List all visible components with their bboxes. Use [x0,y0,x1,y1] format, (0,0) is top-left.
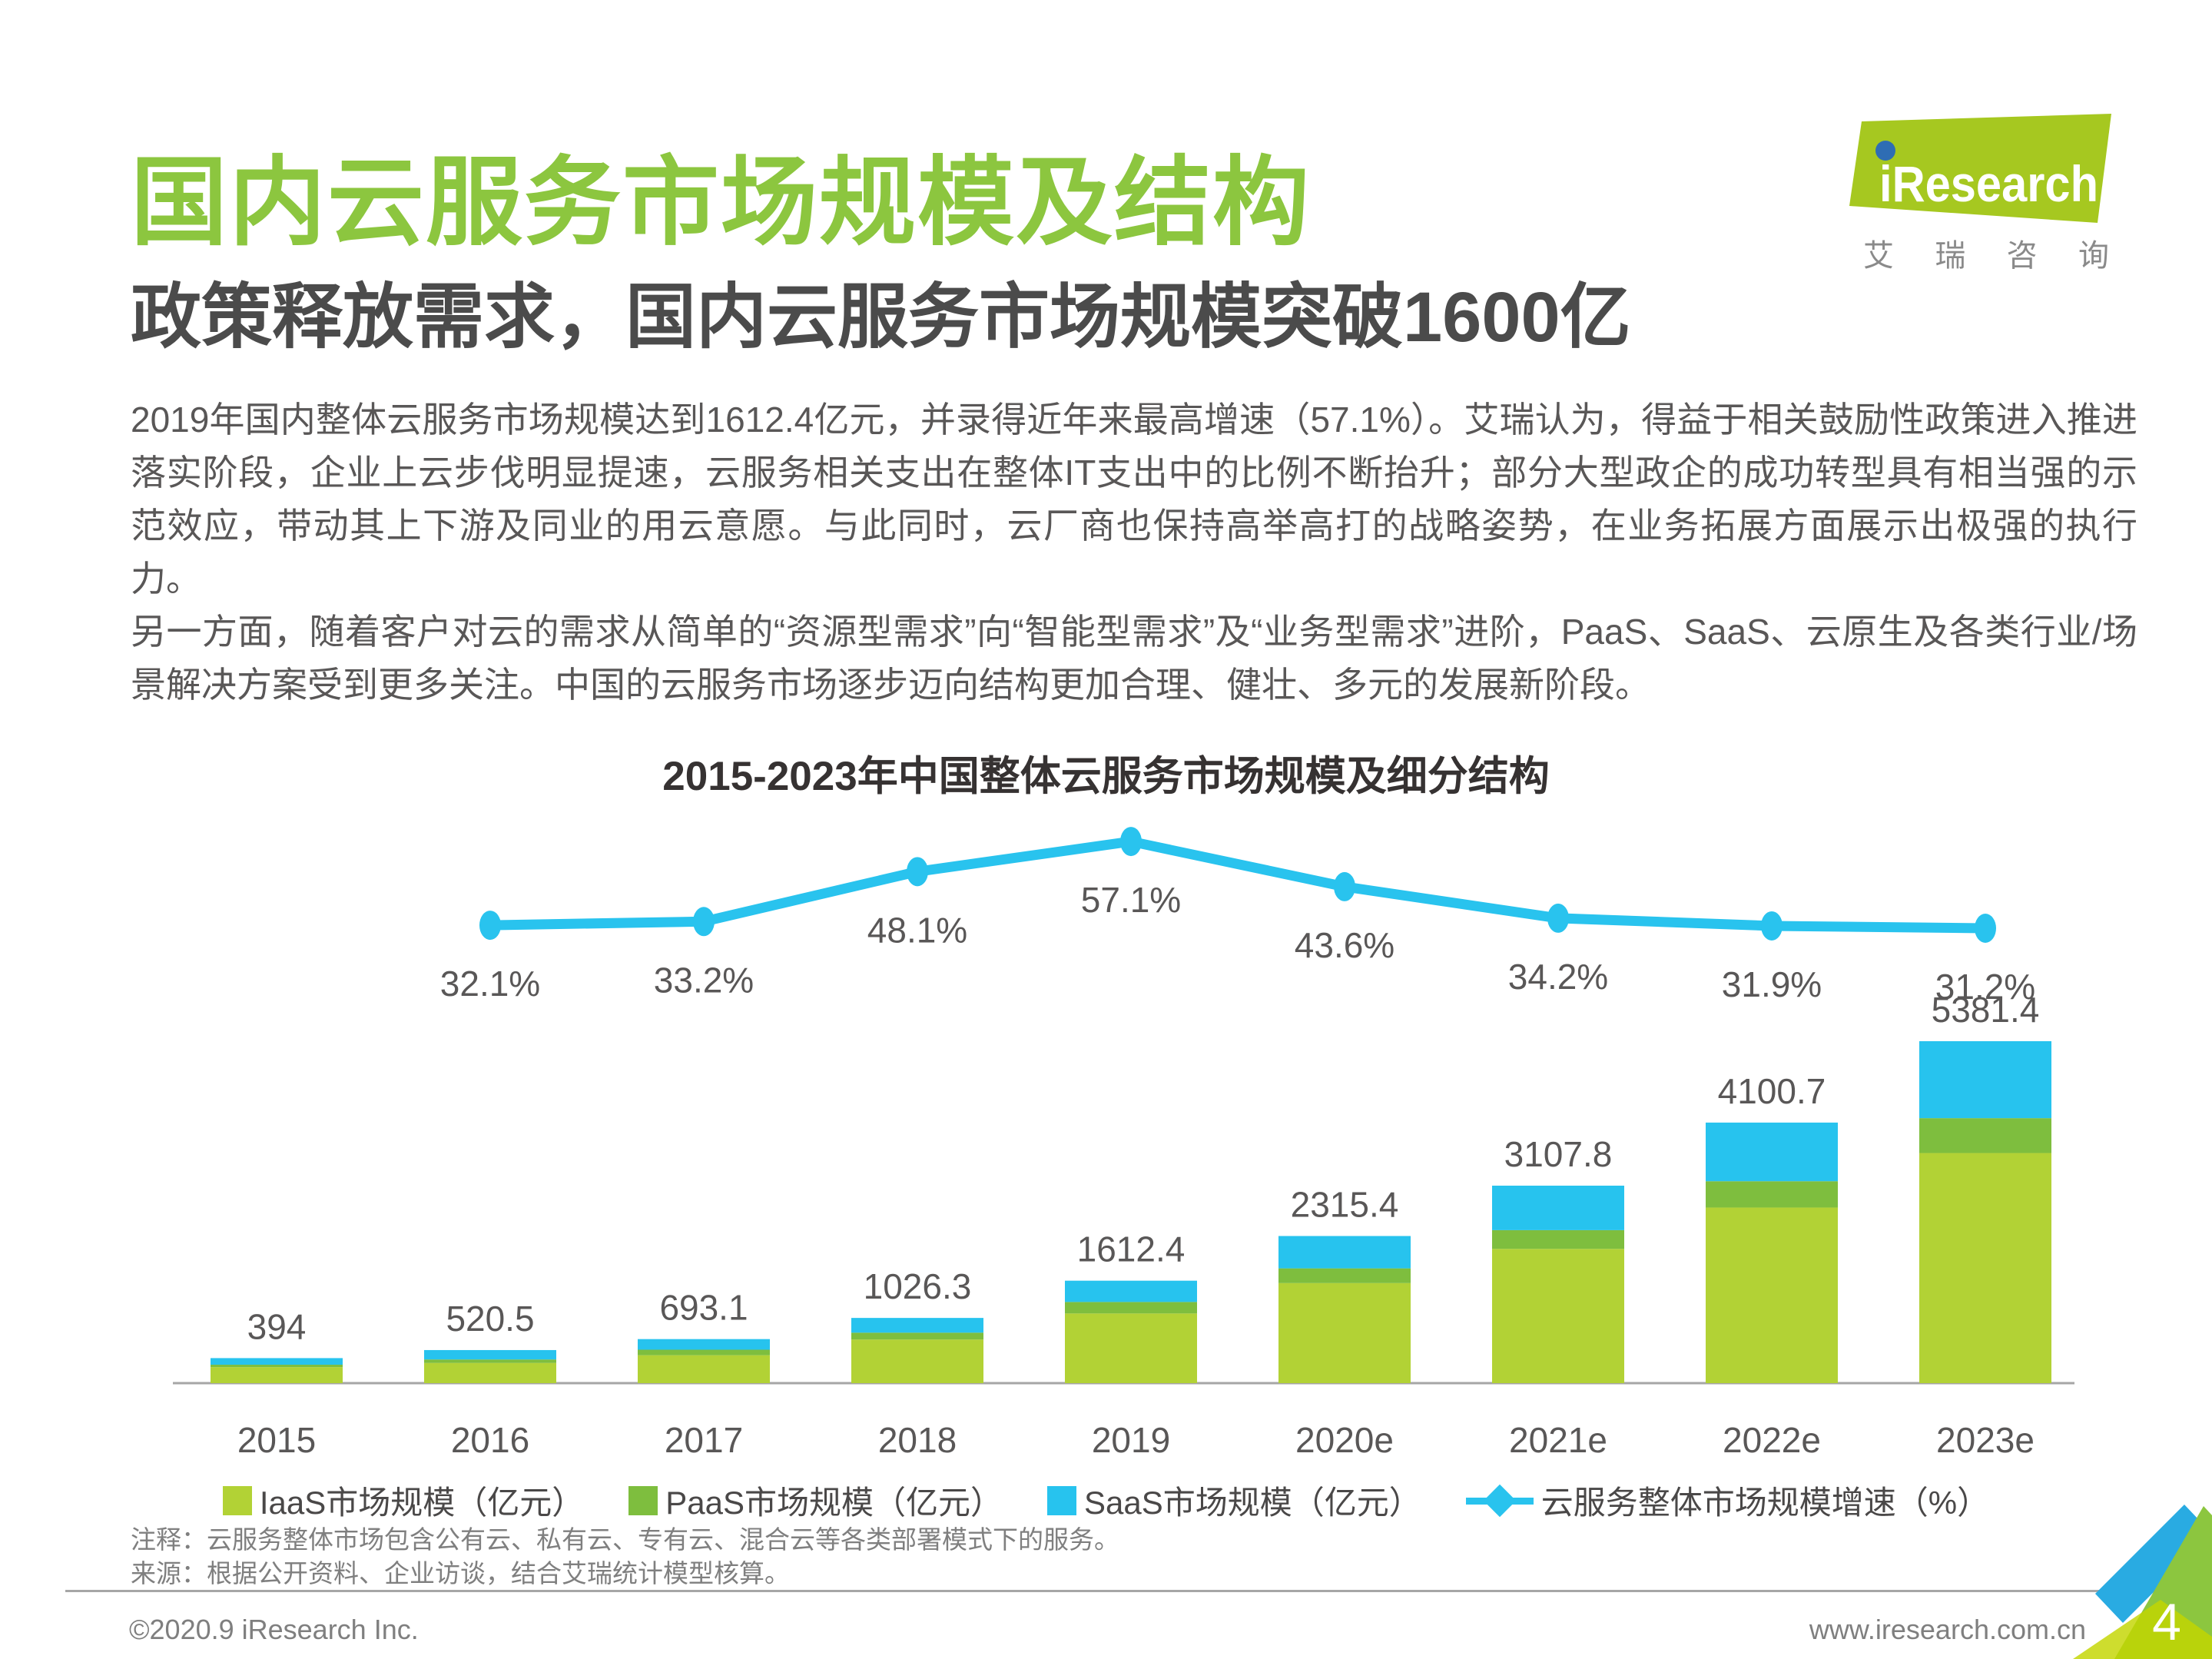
growth-label-2020e: 43.6% [1295,925,1395,965]
bar-segment-paas-2023e [1919,1118,2051,1153]
bar-segment-saas-2017 [638,1339,770,1350]
legend-label-paas: PaaS市场规模（亿元） [665,1485,1003,1521]
saas-swatch-icon [1047,1485,1077,1515]
bar-segment-saas-2018 [851,1318,983,1333]
logo-chinese-name: 艾 瑞 咨 询 [1863,239,2109,273]
paas-swatch-icon [628,1485,658,1515]
bar-segment-paas-2017 [638,1349,770,1355]
bar-value-label-2015: 394 [247,1306,307,1346]
growth-point-2021e [1547,903,1569,933]
bar-segment-paas-2016 [424,1359,556,1363]
corner-decoration [2073,1505,2212,1659]
x-axis-label-2022e: 2022e [1723,1420,1821,1460]
growth-line [485,836,1991,934]
bar-value-label-2023e: 5381.4 [1932,990,2040,1030]
bar-segment-paas-2021e [1492,1229,1624,1249]
chart-legend: IaaS市场规模（亿元） PaaS市场规模（亿元） SaaS市场规模（亿元） 云… [0,1477,2212,1524]
bar-value-label-2019: 1612.4 [1077,1229,1186,1269]
growth-point-2019 [1120,827,1142,857]
growth-point-2017 [693,907,715,937]
bar-segment-paas-2018 [851,1332,983,1340]
bar-segment-paas-2019 [1065,1302,1197,1314]
bar-segment-iaas-2019 [1065,1313,1197,1383]
x-axis-label-2018: 2018 [878,1420,957,1460]
bar-segment-saas-2015 [211,1358,343,1365]
page-subtitle: 政策释放需求，国内云服务市场规模突破1600亿 [131,278,1631,357]
corner-yellow-triangle [2073,1600,2212,1659]
growth-point-2023e [1975,914,1996,943]
bar-segment-paas-2022e [1706,1181,1838,1208]
footer-website: www.iresearch.com.cn [1809,1614,2086,1645]
bar-segment-paas-2020e [1278,1268,1411,1283]
growth-point-2018 [907,857,928,887]
bar-segment-iaas-2016 [424,1362,556,1383]
growth-line-marker-icon [1465,1484,1534,1517]
bar-segment-saas-2023e [1919,1041,2051,1119]
logo-wordmark: iResearch [1879,155,2098,212]
bar-segment-iaas-2021e [1492,1249,1624,1383]
growth-point-2016 [479,911,501,941]
bar-segment-iaas-2017 [638,1355,770,1383]
logo-parallelogram [1849,114,2111,223]
bar-value-label-2020e: 2315.4 [1291,1185,1399,1225]
legend-label-saas: SaaS市场规模（亿元） [1084,1485,1421,1521]
bar-value-label-2021e: 3107.8 [1504,1134,1613,1174]
footnote-definition: 注释：云服务整体市场包含公有云、私有云、专有云、混合云等各类部署模式下的服务。 [131,1525,1119,1554]
growth-label-2023e: 31.2% [1935,967,2035,1007]
x-axis-label-2017: 2017 [665,1420,743,1460]
bar-segment-iaas-2018 [851,1339,983,1383]
iresearch-logo-mark: iResearch [1849,114,2111,223]
legend-item-saas: SaaS市场规模（亿元） [1047,1477,1421,1524]
x-axis-label-2015: 2015 [237,1420,316,1460]
growth-label-2021e: 34.2% [1508,957,1608,997]
bar-segment-iaas-2023e [1919,1153,2051,1383]
growth-label-2018: 48.1% [867,910,967,950]
bar-segment-saas-2021e [1492,1186,1624,1230]
bar-segment-iaas-2020e [1278,1282,1411,1383]
bar-segment-saas-2020e [1278,1236,1411,1269]
growth-label-2022e: 31.9% [1722,964,1822,1004]
paragraph-1: 2019年国内整体云服务市场规模达到1612.4亿元，并录得近年来最高增速（57… [131,400,2137,599]
growth-point-2022e [1761,911,1783,941]
legend-item-iaas: IaaS市场规模（亿元） [222,1477,585,1524]
x-axis-label-2021e: 2021e [1509,1420,1607,1460]
page-number: 4 [2152,1593,2181,1651]
growth-label-2017: 33.2% [654,960,754,1000]
bar-segment-saas-2019 [1065,1280,1197,1302]
cloud-market-chart: 394 2015 520.5 2016 693.1 2017 1026.3 2018 1612.… [173,827,2074,1460]
page-title: 国内云服务市场规模及结构 [131,148,1311,257]
bar-segment-paas-2015 [211,1365,343,1368]
bar-segment-iaas-2022e [1706,1207,1838,1383]
growth-label-2019: 57.1% [1081,880,1181,920]
bar-segment-iaas-2015 [211,1367,343,1383]
bar-segment-saas-2022e [1706,1122,1838,1182]
bar-value-label-2022e: 4100.7 [1718,1071,1826,1111]
corner-blue-triangle [2095,1505,2212,1623]
x-axis-label-2019: 2019 [1092,1420,1170,1460]
iresearch-logo: iResearch 艾 瑞 咨 询 [1829,100,2212,273]
growth-label-2016: 32.1% [440,964,540,1004]
footer-divider [65,1590,2147,1592]
bar-value-label-2018: 1026.3 [864,1266,972,1306]
legend-item-paas: PaaS市场规模（亿元） [628,1477,1003,1524]
iaas-swatch-icon [222,1485,252,1515]
bar-value-label-2017: 693.1 [659,1288,748,1328]
chart-title: 2015-2023年中国整体云服务市场规模及细分结构 [662,754,1550,799]
footer-copyright: ©2020.9 iResearch Inc. [129,1614,419,1645]
footnote-source: 来源：根据公开资料、企业访谈，结合艾瑞统计模型核算。 [131,1559,790,1588]
legend-label-iaas: IaaS市场规模（亿元） [259,1485,585,1521]
x-axis-label-2016: 2016 [451,1420,529,1460]
legend-label-growth: 云服务整体市场规模增速（%） [1540,1485,1990,1521]
x-axis-label-2020e: 2020e [1295,1420,1394,1460]
paragraph-2: 另一方面，随着客户对云的需求从简单的“资源型需求”向“智能型需求”及“业务型需求… [131,612,2137,705]
body-text: 2019年国内整体云服务市场规模达到1612.4亿元，并录得近年来最高增速（57… [131,393,2137,712]
bar-value-label-2016: 520.5 [446,1299,534,1339]
x-axis-label-2023e: 2023e [1936,1420,2035,1460]
footnotes: 注释：云服务整体市场包含公有云、私有云、专有云、混合云等各类部署模式下的服务。 … [131,1523,1119,1591]
bar-segment-saas-2016 [424,1349,556,1360]
logo-i-dot-icon [1875,141,1895,161]
growth-point-2020e [1334,871,1355,901]
legend-item-growth: 云服务整体市场规模增速（%） [1465,1477,1990,1524]
